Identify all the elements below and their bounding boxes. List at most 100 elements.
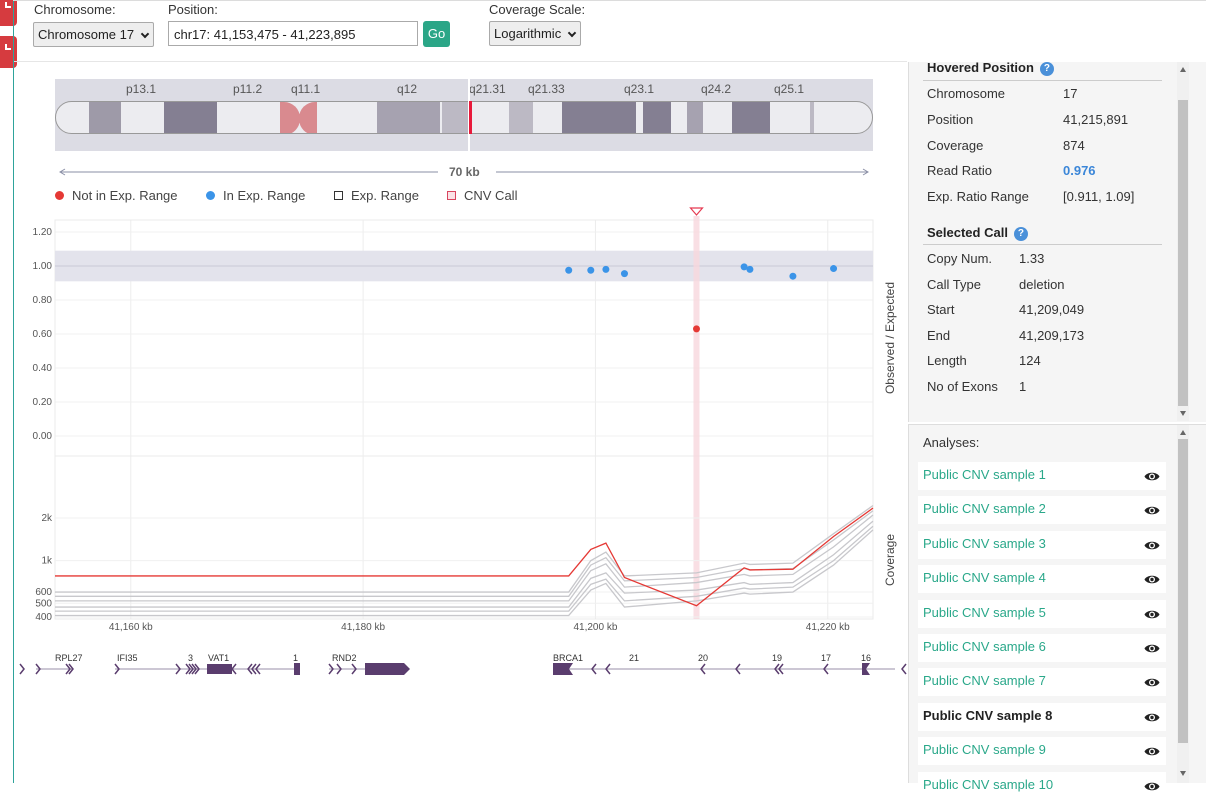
analysis-label: Public CNV sample 5 <box>923 604 1046 620</box>
square-icon <box>334 191 343 200</box>
scroll-down-icon[interactable] <box>1180 771 1186 776</box>
scrollbar-thumb[interactable] <box>1178 100 1188 406</box>
eye-icon[interactable] <box>1144 745 1160 756</box>
eye-icon[interactable] <box>1144 711 1160 722</box>
legend-label: CNV Call <box>464 188 518 203</box>
collapse-tab[interactable] <box>0 36 17 68</box>
analysis-item[interactable]: Public CNV sample 7 <box>918 668 1166 697</box>
analysis-item[interactable]: Public CNV sample 9 <box>918 737 1166 766</box>
y-tick-label: 500 <box>35 598 52 609</box>
analysis-item[interactable]: Public CNV sample 2 <box>918 496 1166 525</box>
position-input[interactable]: chr17: 41,153,475 - 41,223,895 <box>168 21 418 46</box>
selected-call-title: Selected Call? <box>927 225 1028 241</box>
analysis-item[interactable]: Public CNV sample 1 <box>918 462 1166 490</box>
scrollbar-thumb[interactable] <box>1178 439 1188 743</box>
help-icon[interactable]: ? <box>1039 62 1054 76</box>
gene-label: 17 <box>821 653 831 663</box>
eye-icon[interactable] <box>1144 539 1160 550</box>
chromosome-ideogram[interactable] <box>55 101 873 134</box>
eye-icon[interactable] <box>1144 642 1160 653</box>
band-label: p11.2 <box>233 82 263 96</box>
ratio-point <box>602 265 610 273</box>
hovered-field-value: 0.976 <box>1063 163 1096 179</box>
coverage-scale-select[interactable]: Logarithmic <box>489 21 581 46</box>
details-scrollbar[interactable] <box>1177 62 1189 421</box>
selected-call-field-value: 41,209,173 <box>1019 327 1085 343</box>
analysis-label: Public CNV sample 10 <box>923 776 1054 792</box>
analysis-item[interactable]: Public CNV sample 4 <box>918 565 1166 594</box>
selected-call-field-key: Copy Num. <box>927 251 993 266</box>
analyses-scrollbar[interactable] <box>1177 425 1189 783</box>
coverage-line <box>55 525 874 612</box>
ratio-axis-label: Observed / Expected <box>883 282 897 394</box>
ratio-point <box>740 263 748 271</box>
chromosome-select[interactable]: Chromosome 17 <box>33 22 154 47</box>
analysis-item[interactable]: Public CNV sample 5 <box>918 599 1166 628</box>
analysis-item[interactable]: Public CNV sample 3 <box>918 530 1166 559</box>
ratio-point <box>746 265 754 273</box>
chevron-down-icon <box>567 28 577 38</box>
chromosome-label: Chromosome: <box>34 2 116 17</box>
legend-label: In Exp. Range <box>223 188 306 203</box>
ratio-point <box>565 266 573 274</box>
band-label: q21.31 <box>469 82 506 96</box>
chromosome-band <box>687 102 703 133</box>
centromere <box>280 102 300 133</box>
coverage-scale-value: Logarithmic <box>494 26 562 41</box>
hovered-field-key: Exp. Ratio Range <box>927 189 1029 205</box>
analysis-label: Public CNV sample 3 <box>923 535 1046 551</box>
eye-icon[interactable] <box>1144 780 1160 791</box>
analysis-label: Public CNV sample 1 <box>923 467 1046 482</box>
help-icon[interactable]: ? <box>1013 227 1028 241</box>
scroll-down-icon[interactable] <box>1180 411 1186 416</box>
band-label: q11.1 <box>291 82 321 96</box>
legend-exp-range: Exp. Range <box>334 188 419 203</box>
gene-label: 1 <box>293 653 298 663</box>
y-tick-label: 0.80 <box>33 295 53 306</box>
x-tick-label: 41,180 kb <box>341 622 385 633</box>
gene-label: IFI35 <box>117 653 138 663</box>
band-label: q25.1 <box>774 82 805 96</box>
analysis-item[interactable]: Public CNV sample 10 <box>918 771 1166 800</box>
dot-icon <box>206 191 215 200</box>
scroll-up-icon[interactable] <box>1180 430 1186 435</box>
coverage-line <box>55 529 874 617</box>
hovered-field-key: Position <box>927 111 974 127</box>
gene-label: 21 <box>629 653 639 663</box>
selected-call-field-key: Length <box>927 353 967 369</box>
scroll-up-icon[interactable] <box>1180 67 1186 72</box>
cnv-call-highlight <box>693 216 700 619</box>
collapse-tab-top[interactable] <box>0 0 17 26</box>
analysis-label: Public CNV sample 2 <box>923 501 1046 517</box>
legend-in-range: In Exp. Range <box>206 188 305 203</box>
chromosome-band <box>562 102 636 133</box>
gene-label: VAT1 <box>208 653 229 663</box>
legend-not-in-range: Not in Exp. Range <box>55 188 178 203</box>
analysis-item[interactable]: Public CNV sample 8 <box>918 702 1166 731</box>
go-button[interactable]: Go <box>423 21 450 47</box>
ideogram-position-marker <box>469 101 472 134</box>
ratio-point <box>587 266 595 274</box>
band-label: q12 <box>397 82 418 96</box>
gene-track[interactable]: RPL27 IFI35 3 VAT1 1 RND2 BRCA1 21 20 19… <box>0 648 908 682</box>
analysis-label: Public CNV sample 7 <box>923 673 1046 689</box>
y-tick-label: 400 <box>35 612 52 623</box>
y-tick-label: 2k <box>41 513 53 524</box>
eye-icon[interactable] <box>1144 504 1160 515</box>
chromosome-band <box>442 102 470 133</box>
coverage-line-selected <box>55 507 874 607</box>
analysis-label: Public CNV sample 4 <box>923 570 1046 586</box>
hovered-field-value: 874 <box>1063 137 1085 153</box>
scale-bar <box>59 168 869 176</box>
eye-icon[interactable] <box>1144 573 1160 584</box>
position-label: Position: <box>168 2 218 17</box>
gene-label: BRCA1 <box>553 653 583 663</box>
eye-icon[interactable] <box>1144 470 1160 481</box>
analysis-item[interactable]: Public CNV sample 6 <box>918 634 1166 662</box>
eye-icon[interactable] <box>1144 676 1160 687</box>
y-tick-label: 1.20 <box>33 227 53 238</box>
selected-call-field-value: 41,209,049 <box>1019 302 1085 318</box>
eye-icon[interactable] <box>1144 608 1160 619</box>
coverage-line <box>55 504 874 593</box>
